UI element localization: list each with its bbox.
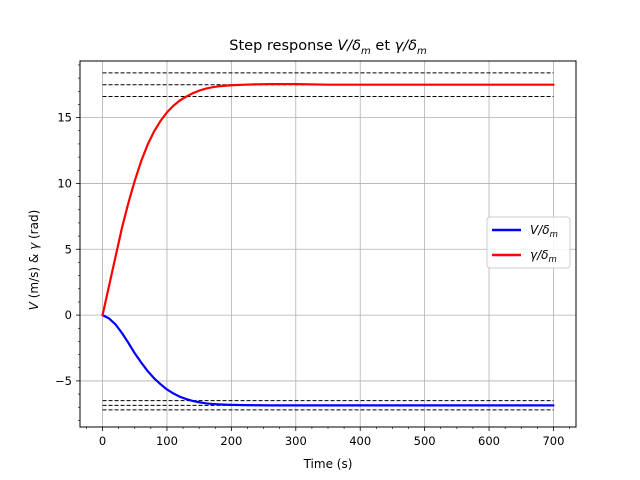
x-tick-label: 700 <box>542 434 564 448</box>
x-tick-label: 100 <box>156 434 178 448</box>
chart-title: Step response V/δm et γ/δm <box>229 38 427 57</box>
y-tick-label: 0 <box>65 308 72 322</box>
series-line-v <box>101 313 555 407</box>
y-tick-label: −5 <box>55 374 72 388</box>
legend-label-gamma: γ/δm <box>530 248 557 265</box>
x-tick-label: 600 <box>478 434 500 448</box>
x-tick-label: 200 <box>220 434 242 448</box>
legend: V/δm γ/δm <box>486 216 571 269</box>
y-tick-label: 5 <box>65 242 72 256</box>
y-tick-label: 10 <box>57 176 72 190</box>
series-lines <box>101 82 555 407</box>
legend-box <box>486 216 571 269</box>
legend-label-v: V/δm <box>530 223 558 240</box>
x-axis-label: Time (s) <box>303 457 353 471</box>
grid <box>80 61 576 427</box>
x-tick-label: 400 <box>349 434 371 448</box>
x-tick-label: 300 <box>285 434 307 448</box>
x-tick-label: 0 <box>99 434 106 448</box>
axis-ticks: 0 100 200 300 400 500 600 700 −5 0 5 10 15 <box>55 64 570 448</box>
y-tick-label: 15 <box>57 111 72 125</box>
series-line-gamma <box>101 82 555 317</box>
y-axis-label: V (m/s) & γ (rad) <box>27 210 41 311</box>
x-tick-label: 500 <box>414 434 436 448</box>
